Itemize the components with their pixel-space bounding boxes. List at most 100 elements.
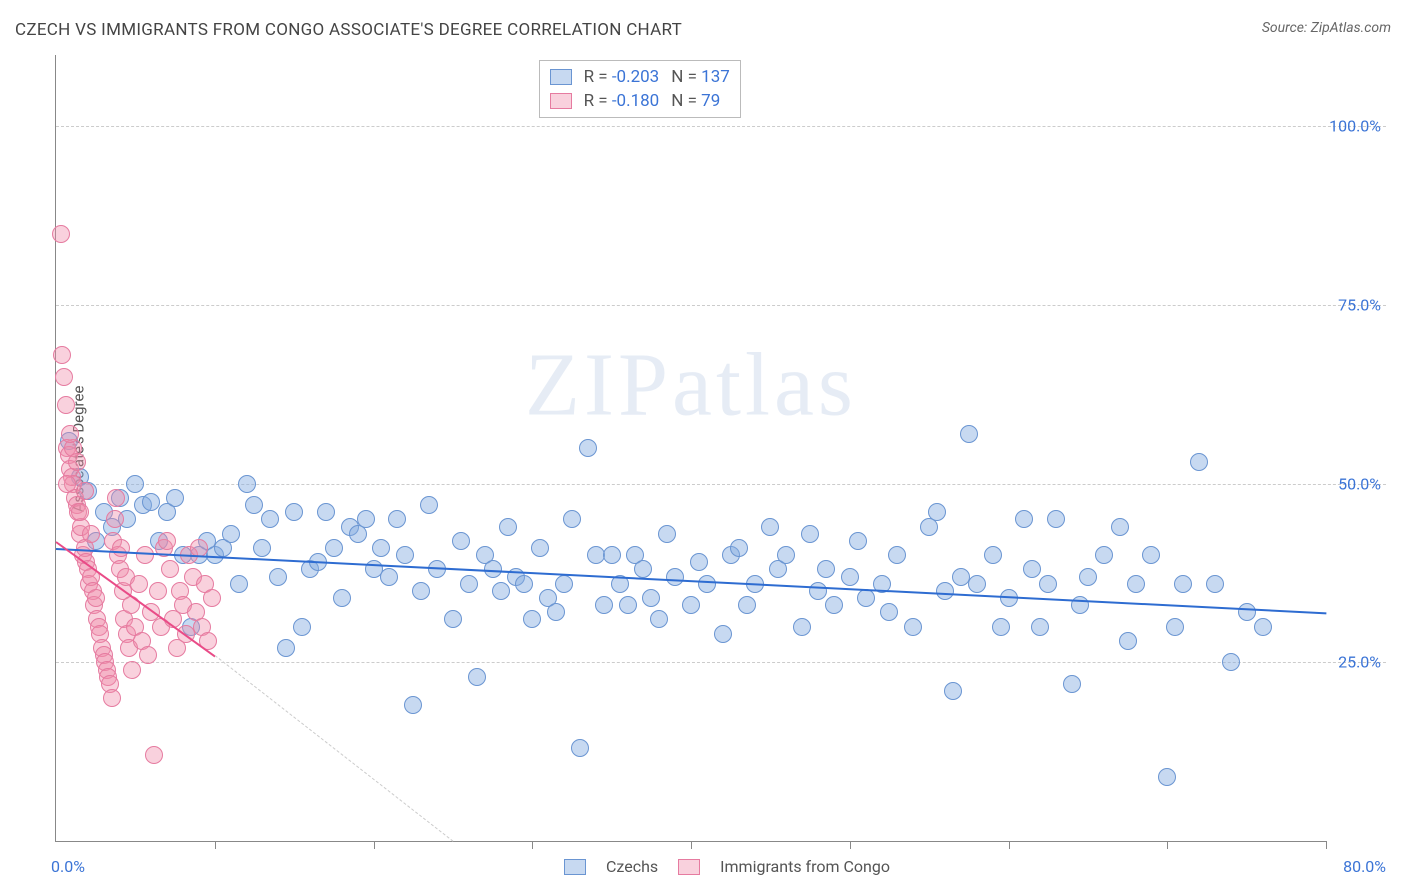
data-point xyxy=(714,625,732,643)
data-point xyxy=(531,539,549,557)
data-point xyxy=(87,589,105,607)
grid-line xyxy=(56,126,1386,127)
legend-label-congo: Immigrants from Congo xyxy=(720,857,890,876)
data-point xyxy=(53,346,71,364)
trend-line xyxy=(214,655,453,842)
data-point xyxy=(1206,575,1224,593)
data-point xyxy=(444,610,462,628)
data-point xyxy=(642,589,660,607)
data-point xyxy=(317,503,335,521)
data-point xyxy=(357,510,375,528)
data-point xyxy=(960,425,978,443)
data-point xyxy=(777,546,795,564)
data-point xyxy=(460,575,478,593)
data-point xyxy=(1174,575,1192,593)
data-point xyxy=(904,618,922,636)
data-point xyxy=(269,568,287,586)
x-tick xyxy=(532,841,533,849)
data-point xyxy=(333,589,351,607)
data-point xyxy=(619,596,637,614)
data-point xyxy=(149,582,167,600)
data-point xyxy=(1079,568,1097,586)
data-point xyxy=(106,510,124,528)
data-point xyxy=(145,746,163,764)
data-point xyxy=(82,525,100,543)
data-point xyxy=(1023,560,1041,578)
data-point xyxy=(103,689,121,707)
y-tick-label: 100.0% xyxy=(1329,117,1381,136)
data-point xyxy=(968,575,986,593)
data-point xyxy=(492,582,510,600)
x-tick xyxy=(1167,841,1168,849)
plot-region: ZIPatlas R = -0.203 N = 137 R = -0.180 N… xyxy=(55,55,1326,842)
data-point xyxy=(396,546,414,564)
data-point xyxy=(388,510,406,528)
data-point xyxy=(817,560,835,578)
data-point xyxy=(499,518,517,536)
data-point xyxy=(468,668,486,686)
data-point xyxy=(857,589,875,607)
data-point xyxy=(801,525,819,543)
data-point xyxy=(285,503,303,521)
data-point xyxy=(603,546,621,564)
data-point xyxy=(555,575,573,593)
grid-line xyxy=(56,484,1386,485)
data-point xyxy=(1127,575,1145,593)
data-point xyxy=(666,568,684,586)
legend-swatch-congo xyxy=(678,859,700,875)
x-tick xyxy=(691,841,692,849)
data-point xyxy=(634,560,652,578)
data-point xyxy=(1047,510,1065,528)
chart-legend: Czechs Immigrants from Congo xyxy=(564,857,890,876)
x-tick xyxy=(1009,841,1010,849)
data-point xyxy=(1238,603,1256,621)
y-tick-label: 75.0% xyxy=(1338,296,1381,315)
y-tick-label: 50.0% xyxy=(1338,474,1381,493)
stats-row-czechs: R = -0.203 N = 137 xyxy=(550,65,730,89)
data-point xyxy=(166,489,184,507)
x-axis-max-label: 80.0% xyxy=(1343,857,1386,876)
n-value-czechs: 137 xyxy=(701,67,730,87)
data-point xyxy=(404,696,422,714)
data-point xyxy=(203,589,221,607)
data-point xyxy=(579,439,597,457)
data-point xyxy=(1190,453,1208,471)
data-point xyxy=(57,396,75,414)
data-point xyxy=(1158,768,1176,786)
correlation-stats-box: R = -0.203 N = 137 R = -0.180 N = 79 xyxy=(539,60,741,118)
data-point xyxy=(515,575,533,593)
data-point xyxy=(380,568,398,586)
data-point xyxy=(650,610,668,628)
data-point xyxy=(571,739,589,757)
data-point xyxy=(452,532,470,550)
data-point xyxy=(372,539,390,557)
swatch-czechs xyxy=(550,69,572,85)
data-point xyxy=(1095,546,1113,564)
chart-area: Associate's Degree ZIPatlas R = -0.203 N… xyxy=(55,55,1386,842)
chart-header: CZECH VS IMMIGRANTS FROM CONGO ASSOCIATE… xyxy=(15,20,1391,50)
r-value-czechs: -0.203 xyxy=(612,67,659,87)
data-point xyxy=(222,525,240,543)
data-point xyxy=(412,582,430,600)
data-point xyxy=(1222,653,1240,671)
data-point xyxy=(238,475,256,493)
data-point xyxy=(1254,618,1272,636)
x-tick xyxy=(850,841,851,849)
x-tick xyxy=(1326,841,1327,849)
data-point xyxy=(761,518,779,536)
data-point xyxy=(58,475,76,493)
grid-line xyxy=(56,662,1386,663)
data-point xyxy=(730,539,748,557)
data-point xyxy=(112,539,130,557)
data-point xyxy=(261,510,279,528)
data-point xyxy=(123,661,141,679)
data-point xyxy=(928,503,946,521)
data-point xyxy=(563,510,581,528)
data-point xyxy=(1031,618,1049,636)
data-point xyxy=(161,560,179,578)
data-point xyxy=(1142,546,1160,564)
watermark: ZIPatlas xyxy=(525,334,857,437)
data-point xyxy=(523,610,541,628)
data-point xyxy=(849,532,867,550)
data-point xyxy=(277,639,295,657)
